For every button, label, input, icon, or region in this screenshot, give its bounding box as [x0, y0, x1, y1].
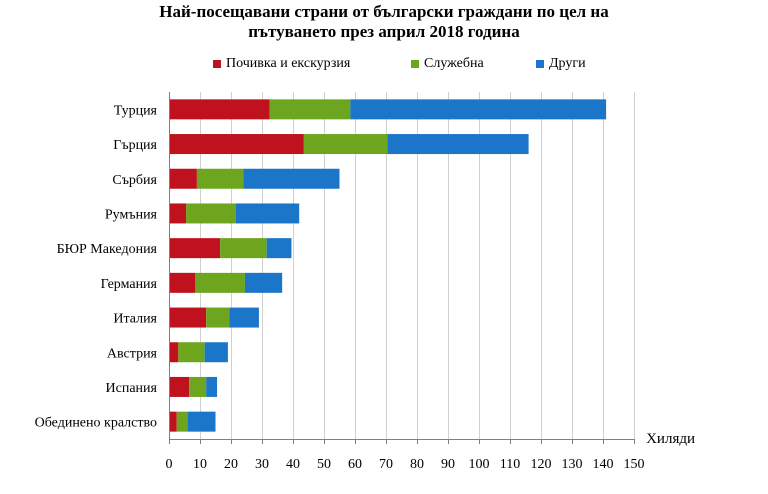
category-label: Австрия	[107, 346, 158, 361]
bar-business	[220, 238, 267, 259]
legend-item-leisure: Почивка и екскурзия	[213, 56, 350, 72]
bar-other	[187, 411, 216, 432]
chart-title-line-1: Най-посещавани страни от български гражд…	[159, 2, 609, 21]
bar-leisure	[169, 203, 187, 224]
category-label: Гърция	[113, 138, 157, 153]
category-label: Испания	[106, 381, 158, 396]
x-tick-label: 130	[562, 457, 583, 472]
x-tick-label: 70	[379, 457, 393, 472]
x-tick-label: 10	[193, 457, 207, 472]
bar-leisure	[169, 342, 179, 363]
category-label: Турция	[114, 103, 158, 118]
x-tick-label: 150	[624, 457, 645, 472]
bar-leisure	[169, 99, 270, 120]
x-tick-label: 50	[317, 457, 331, 472]
bar-other	[350, 99, 607, 120]
x-tick-label: 40	[286, 457, 300, 472]
bar-leisure	[169, 238, 221, 259]
bar-leisure	[169, 134, 304, 155]
bar-business	[196, 168, 244, 189]
category-label: Обединено кралство	[35, 416, 157, 431]
bar-business	[178, 342, 205, 363]
x-tick-label: 30	[255, 457, 269, 472]
bar-business	[176, 411, 188, 432]
bar-other	[235, 203, 300, 224]
legend-swatch-other	[536, 60, 544, 68]
legend-label-other: Други	[549, 56, 586, 71]
x-axis-label: Хиляди	[646, 431, 695, 447]
x-tick-label: 20	[224, 457, 238, 472]
bar-other	[266, 238, 292, 259]
bar-business	[303, 134, 388, 155]
category-label: Германия	[101, 277, 158, 292]
x-tick-label: 0	[166, 457, 173, 472]
legend-item-other: Други	[536, 56, 586, 72]
x-tick-label: 60	[348, 457, 362, 472]
bar-business	[186, 203, 236, 224]
bar-other	[243, 168, 340, 189]
bar-leisure	[169, 376, 190, 397]
legend-label-leisure: Почивка и екскурзия	[226, 56, 351, 71]
x-tick-label: 120	[531, 457, 552, 472]
bar-other	[229, 307, 259, 328]
bar-other	[206, 376, 218, 397]
x-tick-label: 90	[441, 457, 455, 472]
bar-other	[387, 134, 529, 155]
bar-leisure	[169, 272, 196, 293]
category-label: Сърбия	[112, 173, 157, 188]
bar-leisure	[169, 411, 177, 432]
bar-business	[206, 307, 230, 328]
category-label: Италия	[113, 312, 157, 327]
x-tick-label: 80	[410, 457, 424, 472]
bar-business	[189, 376, 207, 397]
bar-leisure	[169, 168, 197, 189]
bar-leisure	[169, 307, 207, 328]
bar-business	[195, 272, 245, 293]
category-label: Румъния	[105, 207, 158, 222]
x-tick-label: 110	[500, 457, 520, 472]
legend-label-business: Служебна	[424, 56, 484, 71]
x-tick-label: 100	[469, 457, 490, 472]
legend-swatch-business	[411, 60, 419, 68]
x-tick-label: 140	[593, 457, 614, 472]
bar-other	[244, 272, 283, 293]
legend-swatch-leisure	[213, 60, 221, 68]
legend-item-business: Служебна	[411, 56, 484, 72]
chart-title-line-2: пътуването през април 2018 година	[248, 22, 520, 41]
category-label: БЮР Македония	[57, 242, 158, 257]
bar-other	[204, 342, 228, 363]
chart-title: Най-посещавани страни от български гражд…	[0, 2, 768, 42]
bar-business	[269, 99, 351, 120]
legend: Почивка и екскурзия Служебна Други	[0, 56, 768, 74]
